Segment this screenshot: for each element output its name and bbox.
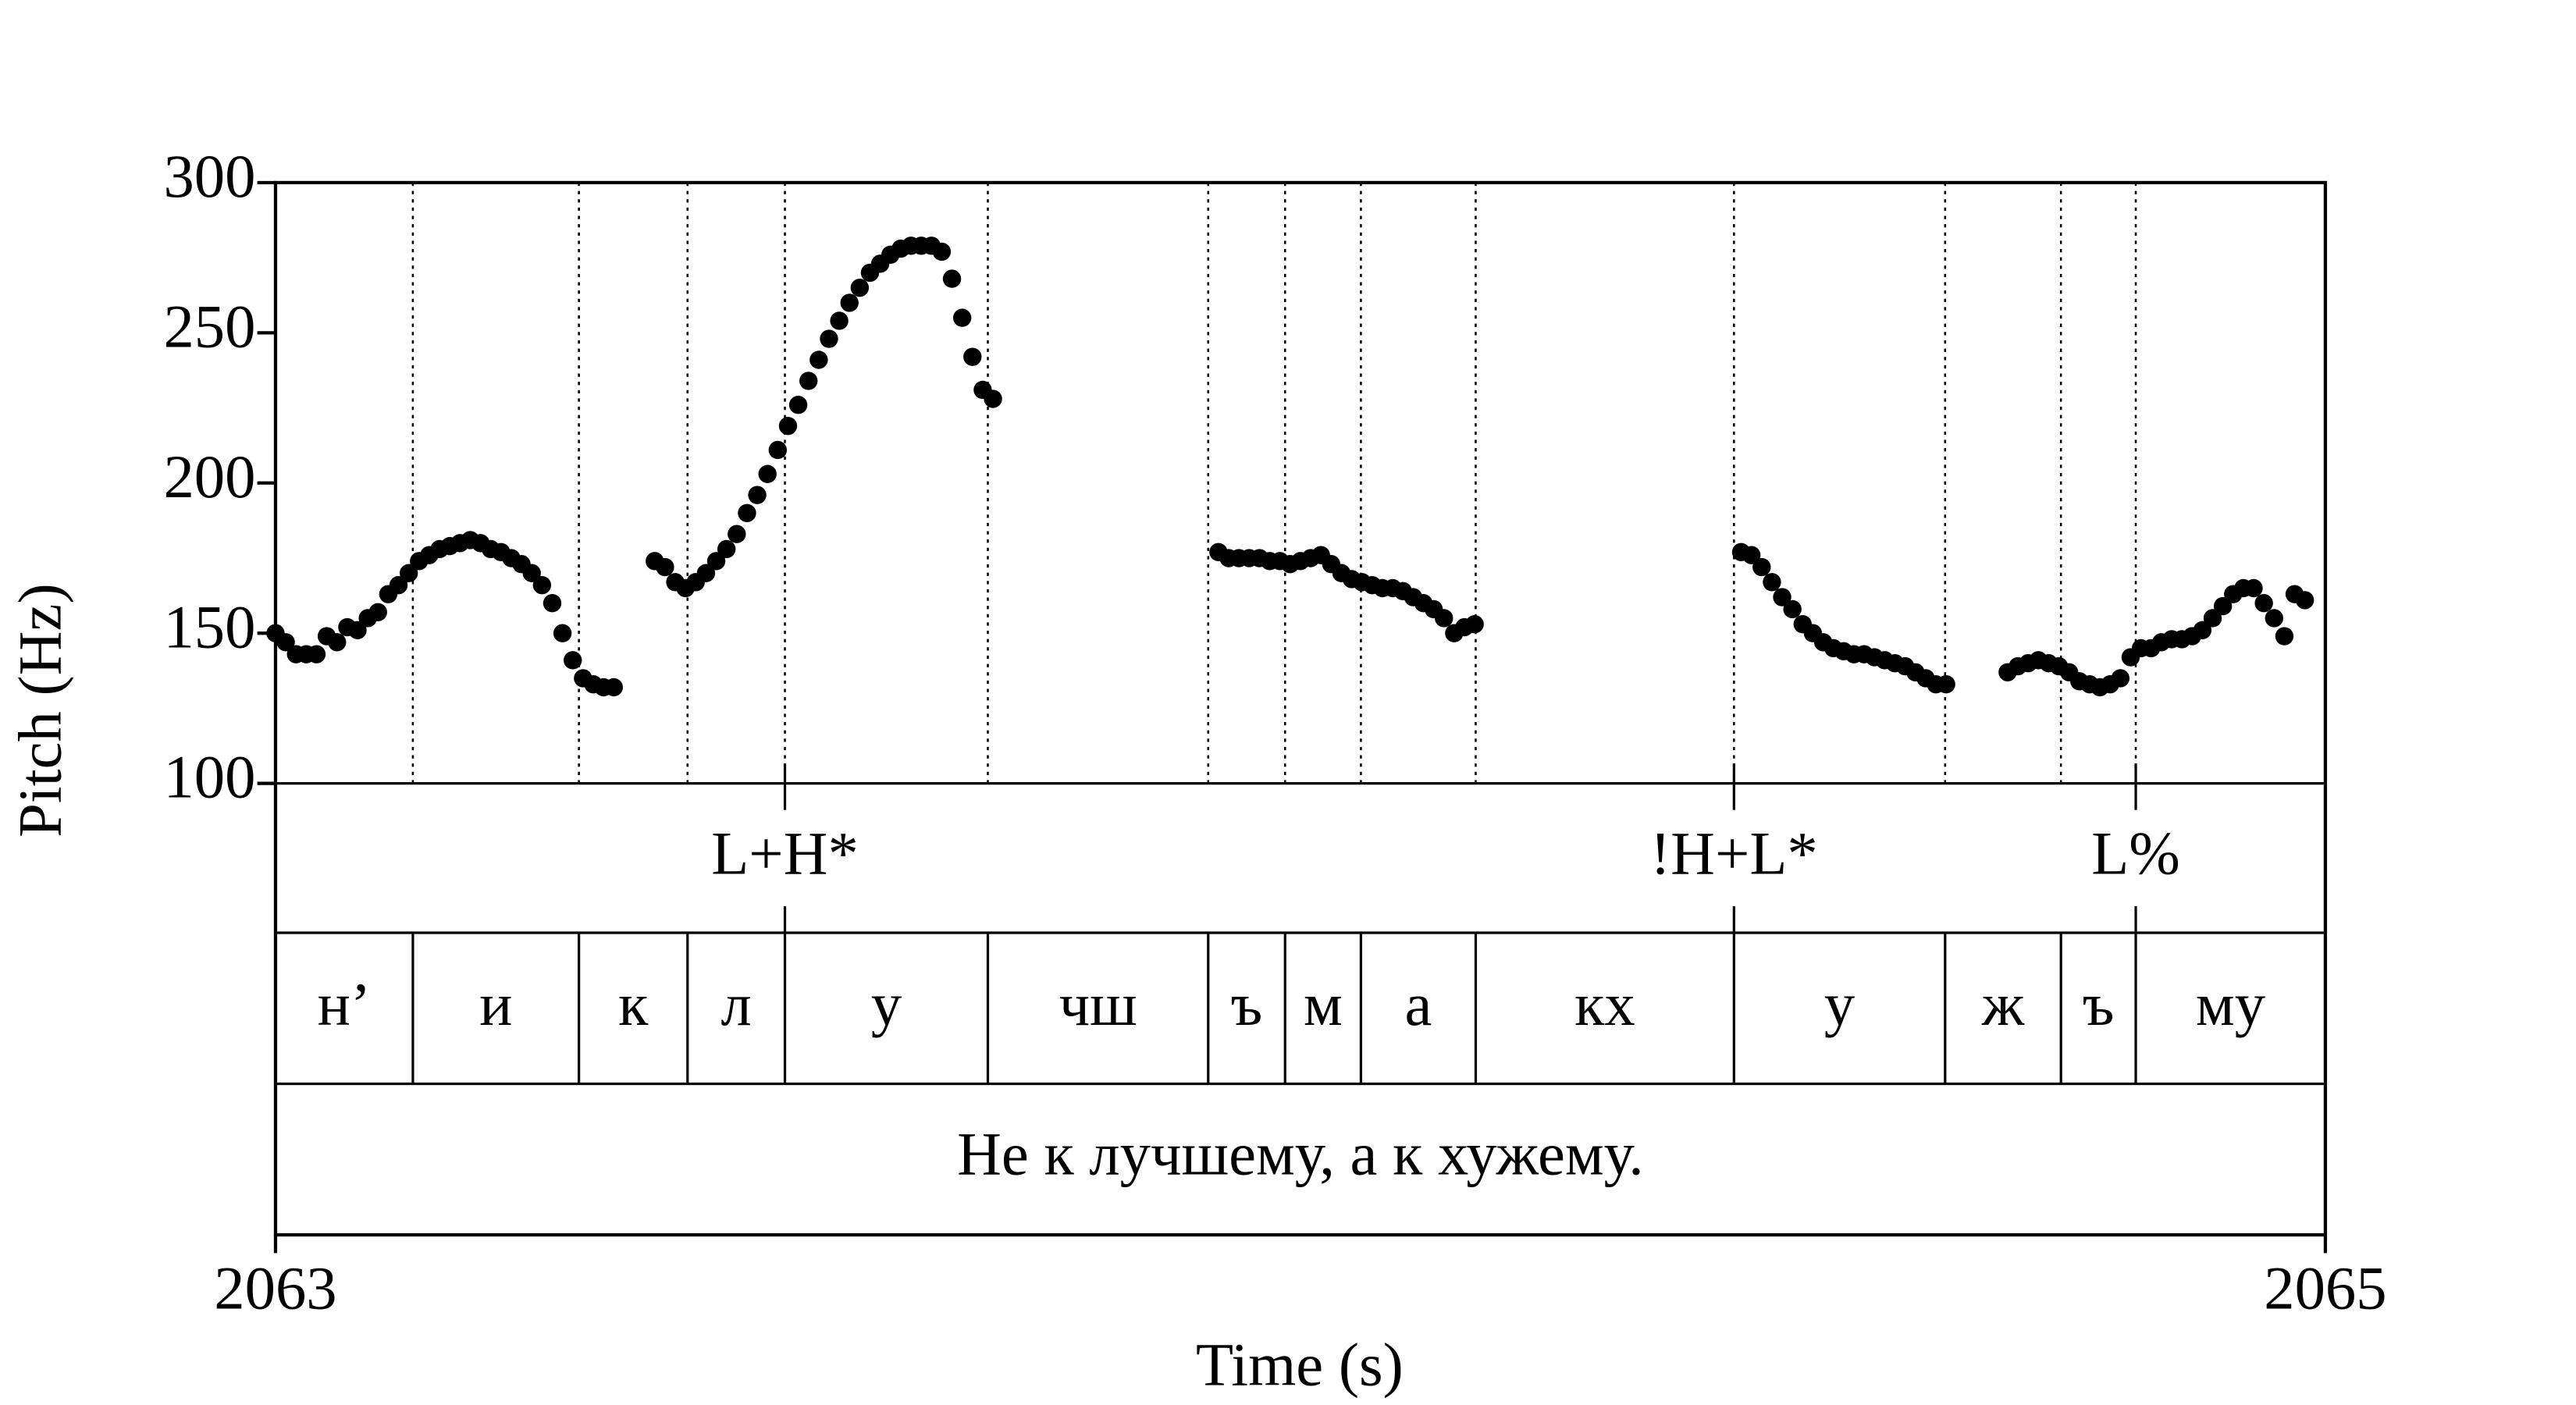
pitch-point	[738, 503, 756, 522]
pitch-point	[532, 575, 552, 595]
segment-label: ж	[1981, 971, 2025, 1039]
y-tick-label: 200	[163, 443, 255, 511]
pitch-point	[553, 624, 572, 642]
pitch-point	[748, 486, 767, 504]
pitch-point	[2265, 609, 2283, 628]
segment-label: а	[1404, 971, 1432, 1039]
pitch-point	[1742, 546, 1761, 564]
pitch-point	[1937, 674, 1955, 694]
pitch-point	[932, 242, 952, 261]
pitch-point	[2275, 627, 2294, 646]
pitch-point	[604, 678, 623, 697]
pitch-point	[706, 552, 726, 571]
x-axis-title: Time (s)	[1196, 1331, 1404, 1399]
y-tick-label: 100	[163, 744, 255, 812]
pitch-point	[1763, 573, 1781, 592]
x-tick-label: 2063	[214, 1255, 336, 1323]
pitch-point	[389, 575, 408, 595]
segment-label: му	[2196, 971, 2266, 1039]
y-tick-label: 150	[163, 593, 255, 661]
segment-label: л	[721, 971, 752, 1039]
segment-label: к	[618, 971, 649, 1039]
segment-label: ъ	[1231, 971, 1263, 1039]
y-axis-title: Pitch (Hz)	[7, 583, 75, 837]
pitch-point	[328, 633, 347, 652]
y-tick-label: 250	[163, 293, 255, 361]
pitch-point	[543, 594, 562, 613]
pitch-point	[656, 557, 674, 577]
pitch-point	[348, 621, 367, 640]
pitch-point	[276, 633, 295, 652]
pitch-point	[840, 293, 859, 312]
pitch-point	[1783, 599, 1802, 619]
pitch-point	[758, 464, 777, 483]
pitch-point	[2244, 578, 2263, 598]
pitch-point	[717, 539, 736, 559]
pitch-point	[1773, 588, 1791, 606]
tone-label: L+H*	[711, 820, 859, 888]
segment-label: у	[1824, 971, 1856, 1039]
pitch-point	[799, 372, 818, 390]
pitch-point	[368, 603, 387, 621]
pitch-point	[2111, 669, 2130, 688]
plot-frame	[273, 180, 2328, 1237]
pitch-point	[696, 564, 716, 582]
segment-label: м	[1304, 971, 1343, 1039]
segment-label: ъ	[2083, 971, 2115, 1039]
word-label: Не к лучшему, а к хужему.	[957, 1120, 1644, 1188]
pitch-point	[2203, 609, 2222, 628]
pitch-point	[952, 308, 972, 327]
pitch-point	[768, 440, 788, 460]
pitch-point	[778, 416, 798, 436]
pitch-point	[399, 564, 418, 582]
x-tick-label: 2065	[2264, 1255, 2386, 1323]
pitch-point	[307, 645, 326, 663]
pitch-point	[2213, 596, 2233, 616]
tone-label: L%	[2091, 820, 2180, 888]
segment-label: кх	[1574, 971, 1635, 1039]
segment-label: чш	[1059, 971, 1137, 1039]
pitch-point	[2295, 591, 2314, 610]
pitch-point	[2254, 594, 2273, 613]
segment-label: и	[479, 971, 512, 1039]
pitch-point	[830, 311, 849, 330]
pitch-point	[984, 389, 1002, 408]
pitch-point	[522, 564, 541, 582]
pitch-point	[2193, 621, 2212, 640]
pitch-point	[1752, 557, 1771, 577]
pitch-point	[850, 278, 870, 297]
segment-label: у	[871, 971, 902, 1039]
pitch-point	[963, 347, 982, 366]
pitch-point	[1435, 609, 1453, 628]
pitch-point	[809, 350, 828, 369]
pitch-point	[1465, 614, 1484, 634]
tone-label: !H+L*	[1650, 820, 1818, 888]
pitch-point	[728, 525, 746, 543]
pitch-point	[942, 269, 962, 288]
pitch-point	[788, 396, 808, 414]
pitch-point	[564, 651, 582, 670]
y-tick-label: 300	[163, 143, 255, 211]
pitch-point	[820, 329, 838, 348]
segment-label: н’	[318, 971, 371, 1039]
